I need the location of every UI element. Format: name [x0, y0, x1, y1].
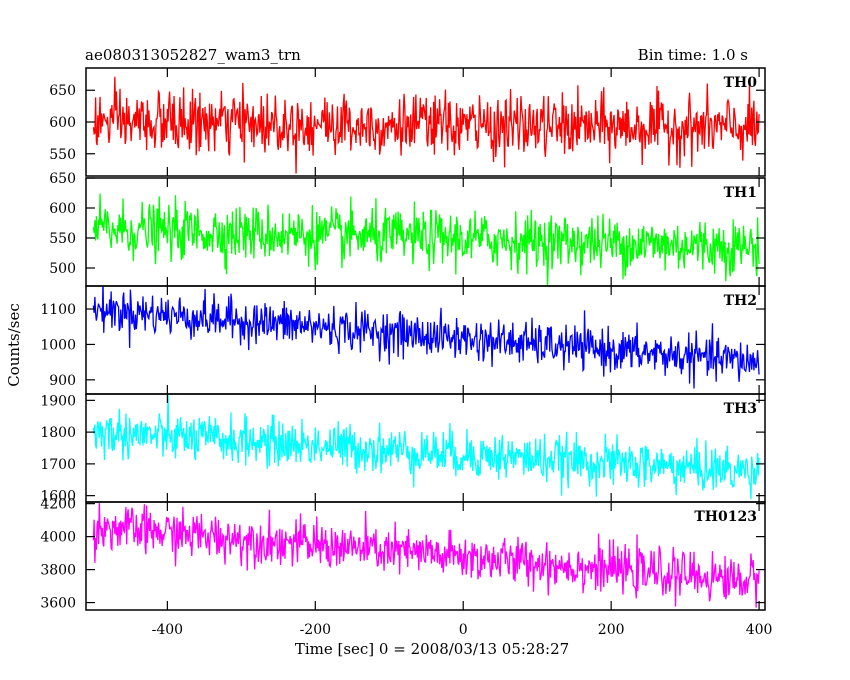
x-tick-label: 400: [746, 622, 773, 638]
chart-title: ae080313052827_wam3_trn: [85, 46, 301, 64]
panel-th0: 550 600 650 TH0: [49, 67, 766, 177]
series-line-th0123: [92, 503, 760, 608]
series-line-th2: [92, 286, 760, 389]
y-tick-label: 1100: [40, 302, 76, 318]
x-tick-label: 0: [459, 622, 468, 638]
series-line-th1: [92, 193, 760, 286]
panel-label-th1: TH1: [724, 185, 757, 201]
x-tick-label: -200: [300, 622, 331, 638]
y-tick-label: 1900: [40, 393, 76, 409]
chart-subtitle: Bin time: 1.0 s: [638, 46, 748, 64]
y-tick-label: 3800: [40, 563, 76, 579]
y-tick-label: 1700: [40, 457, 76, 473]
panel-label-th3: TH3: [724, 401, 757, 417]
panel-th3: 1600 1700 1800 1900 TH3: [40, 393, 766, 505]
panel-th2: 900 1000 1100 TH2: [40, 285, 766, 395]
y-tick-label: 4000: [40, 530, 76, 546]
y-tick-label: 600: [49, 115, 76, 131]
y-tick-label: 3600: [40, 596, 76, 612]
y-axis-title: Counts/sec: [5, 303, 23, 387]
y-tick-label: 1800: [40, 425, 76, 441]
panels-group: 550 600 650 TH0 500 550 600 650 TH1 900 1000 1100 TH…: [40, 67, 766, 612]
panel-label-th0: TH0: [724, 75, 758, 91]
panel-th0123: 3600 3800 4000 4200 TH0123: [40, 497, 766, 612]
panel-th1: 500 550 600 650 TH1: [49, 171, 766, 287]
y-tick-label: 500: [49, 261, 76, 277]
panel-frame: [85, 285, 766, 395]
y-tick-label: 600: [49, 201, 76, 217]
y-tick-label: 650: [49, 83, 76, 99]
x-axis-title: Time [sec] 0 = 2008/03/13 05:28:27: [295, 640, 569, 658]
x-tick-label: -400: [152, 622, 183, 638]
y-tick-label: 900: [49, 373, 76, 389]
panel-label-th2: TH2: [724, 293, 757, 309]
y-tick-label: 4200: [40, 497, 76, 513]
y-tick-label: 550: [49, 147, 76, 163]
series-line-th3: [92, 394, 760, 500]
y-tick-label: 1000: [40, 337, 76, 353]
panel-label-th0123: TH0123: [694, 509, 757, 525]
y-tick-label: 550: [49, 231, 76, 247]
panel-frame: [85, 501, 766, 611]
x-tick-label: 200: [598, 622, 625, 638]
y-tick-label: 1600: [40, 489, 76, 505]
y-tick-label: 650: [49, 171, 76, 187]
x-axis: -400 -200 0 200 400: [152, 622, 773, 638]
series-line-th0: [92, 76, 760, 174]
